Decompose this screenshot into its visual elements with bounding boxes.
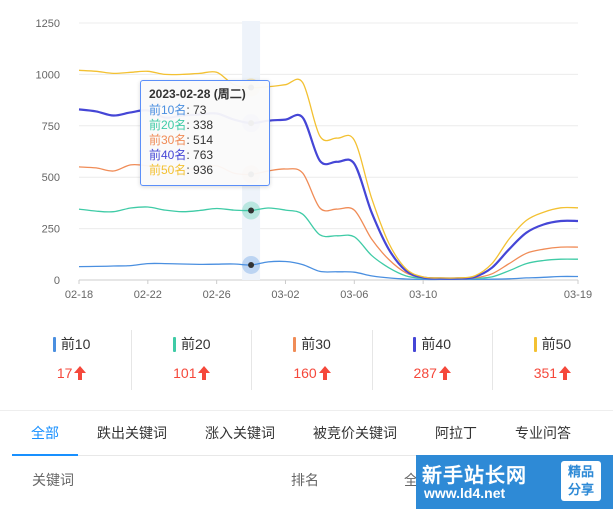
table-header: 关键词 排名 全	[12, 458, 613, 498]
tab-dropped-keywords[interactable]: 跌出关键词	[97, 425, 167, 441]
tooltip-row-label: 前10名	[149, 103, 187, 117]
legend-item-top40[interactable]: 前40 287	[371, 330, 492, 390]
y-tick-label: 500	[42, 172, 60, 184]
tooltip-row: 前20名: 338	[149, 118, 261, 133]
watermark-title: 新手站长网	[422, 465, 527, 487]
legend-color-swatch	[52, 336, 56, 352]
y-tick-label: 250	[42, 224, 60, 236]
tooltip-row: 前50名: 936	[149, 163, 261, 178]
x-axis: 02-18 02-22 02-26 03-02 03-06 03-10 03-19	[65, 280, 592, 301]
tooltip-row-label: 前30名	[149, 133, 187, 147]
y-tick-label: 1000	[36, 69, 60, 81]
x-tick-label: 02-22	[134, 289, 162, 301]
x-tick-label: 03-19	[564, 289, 592, 301]
x-tick-label: 02-26	[203, 289, 231, 301]
chart-tooltip: 2023-02-28 (周二) 前10名: 73 前20名: 338 前30名:…	[140, 80, 270, 186]
legend-color-swatch	[293, 336, 297, 352]
tooltip-row: 前30名: 514	[149, 133, 261, 148]
y-tick-label: 750	[42, 121, 60, 133]
tooltip-row-value: : 514	[186, 133, 214, 147]
series-line-1	[78, 260, 579, 281]
section-divider	[0, 410, 613, 411]
series-line-5	[78, 69, 579, 279]
hover-point-1	[248, 261, 255, 268]
tooltip-title: 2023-02-28 (周二)	[149, 87, 246, 101]
watermark-badge: 精品 分享	[561, 461, 601, 501]
watermark-badge-line: 精品	[567, 464, 594, 479]
tab-pro-qa[interactable]: 专业问答	[515, 425, 571, 441]
tooltip-row-value: : 936	[186, 163, 214, 177]
tooltip-row: 前40名: 763	[149, 148, 261, 163]
legend-item-top50[interactable]: 前50 351	[491, 330, 612, 390]
y-tick-label: 1250	[36, 18, 60, 30]
legend-color-swatch	[173, 336, 177, 352]
legend-value: 17	[56, 365, 73, 381]
y-tick-label: 0	[54, 275, 60, 287]
tooltip-row-label: 前40名	[149, 148, 187, 162]
legend-label: 前20	[181, 336, 211, 352]
tooltip-row-value: : 763	[186, 148, 214, 162]
column-header-all[interactable]: 全	[404, 472, 418, 488]
arrow-up-icon	[74, 366, 87, 380]
series-line-2	[78, 206, 579, 280]
legend-label: 前10	[60, 336, 91, 352]
hover-point-2	[248, 207, 255, 214]
column-header-rank[interactable]: 排名	[291, 472, 319, 488]
legend-label: 前30	[301, 336, 331, 352]
legend-label: 前50	[541, 336, 572, 352]
arrow-up-icon	[318, 366, 331, 380]
legend-item-top10[interactable]: 前10 17	[12, 330, 131, 390]
legend-item-top30[interactable]: 前30 160	[251, 330, 371, 390]
tooltip-row-value: : 338	[186, 118, 214, 132]
arrow-up-icon	[198, 366, 211, 380]
legend-label: 前40	[421, 336, 451, 352]
x-tick-label: 03-02	[271, 289, 299, 301]
legend-value: 160	[293, 365, 317, 381]
tooltip-row-label: 前20名	[149, 118, 187, 132]
legend-color-swatch	[533, 336, 537, 352]
watermark-badge-line: 分享	[567, 482, 594, 497]
column-header-keyword[interactable]: 关键词	[32, 472, 74, 488]
legend-value: 287	[413, 365, 437, 381]
arrow-up-icon	[438, 366, 451, 380]
arrow-up-icon	[559, 366, 572, 380]
tab-new-keywords[interactable]: 涨入关键词	[205, 425, 275, 441]
x-tick-label: 03-06	[340, 289, 368, 301]
site-watermark: 新手站长网 www.ld4.net 精品 分享	[416, 455, 613, 509]
tab-aladdin[interactable]: 阿拉丁	[435, 425, 477, 441]
x-tick-label: 02-18	[65, 289, 93, 301]
x-tick-label: 03-10	[409, 289, 437, 301]
tab-all[interactable]: 全部	[12, 412, 78, 456]
legend-value: 101	[173, 365, 197, 381]
y-axis: 0 250 500 750 1000 1250	[36, 18, 60, 287]
legend-color-swatch	[413, 336, 417, 352]
tooltip-row: 前10名: 73	[149, 103, 261, 118]
tooltip-row-label: 前50名	[149, 163, 187, 177]
tab-bar: 全部 跌出关键词 涨入关键词 被竞价关键词 阿拉丁 专业问答	[12, 412, 613, 456]
legend-item-top20[interactable]: 前20 101	[131, 330, 251, 390]
tab-bid-keywords[interactable]: 被竞价关键词	[313, 425, 397, 441]
watermark-url: www.ld4.net	[424, 485, 506, 501]
rank-summary: 前10 17 前20 101 前30 160 前40 287 前50 351	[12, 330, 612, 390]
legend-value: 351	[533, 365, 558, 381]
tooltip-row-value: : 73	[186, 103, 207, 117]
